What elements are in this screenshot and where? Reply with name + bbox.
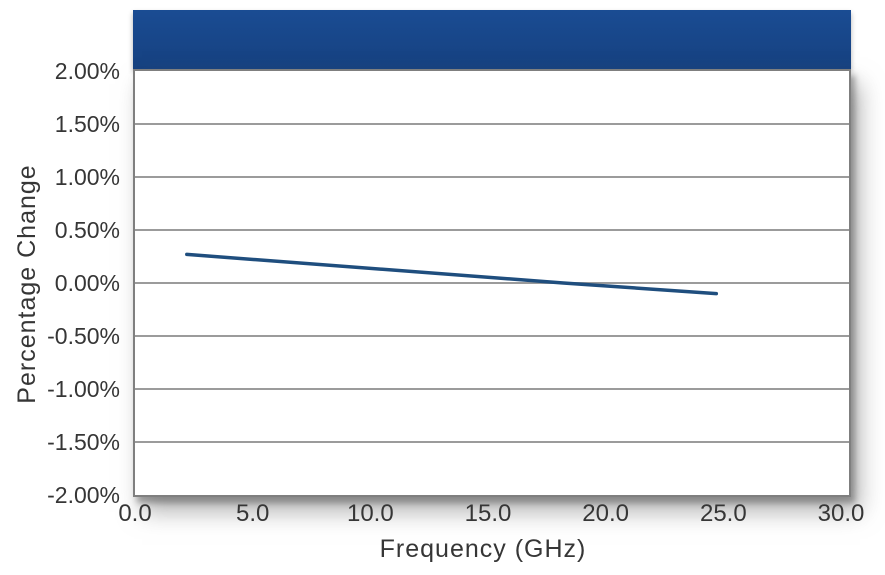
series-line (185, 252, 719, 296)
gridline (135, 335, 849, 337)
x-tick-label: 20.0 (582, 500, 630, 527)
y-tick-label: -2.00% (47, 482, 120, 508)
y-tick-label: 1.50% (54, 111, 120, 137)
x-tick-label: 10.0 (346, 500, 394, 527)
x-tick-label: 25.0 (699, 500, 747, 527)
y-tick-label: 2.00% (54, 58, 120, 84)
x-tick-label: 30.0 (817, 500, 865, 527)
series-layer (185, 252, 719, 296)
gridline (135, 441, 849, 443)
y-tick-label: -1.50% (47, 429, 120, 455)
gridline (135, 123, 849, 125)
y-tick-label: 1.00% (54, 164, 120, 190)
gridline (135, 176, 849, 178)
gridline (135, 229, 849, 231)
gridline (135, 388, 849, 390)
x-tick-label: 5.0 (235, 500, 270, 527)
y-tick-label: -0.50% (47, 323, 120, 349)
gridline (135, 282, 849, 284)
y-tick-label: 0.00% (54, 270, 120, 296)
x-axis-title: Frequency (GHz) (379, 535, 587, 563)
y-tick-label: -1.00% (47, 376, 120, 402)
title-banner (133, 10, 851, 69)
plot-area (133, 69, 851, 497)
x-tick-label: 0.0 (118, 500, 152, 527)
x-tick-label: 15.0 (464, 500, 512, 527)
chart-frame (133, 10, 851, 497)
y-tick-label: 0.50% (54, 217, 120, 243)
plot-inner-area (135, 71, 849, 495)
